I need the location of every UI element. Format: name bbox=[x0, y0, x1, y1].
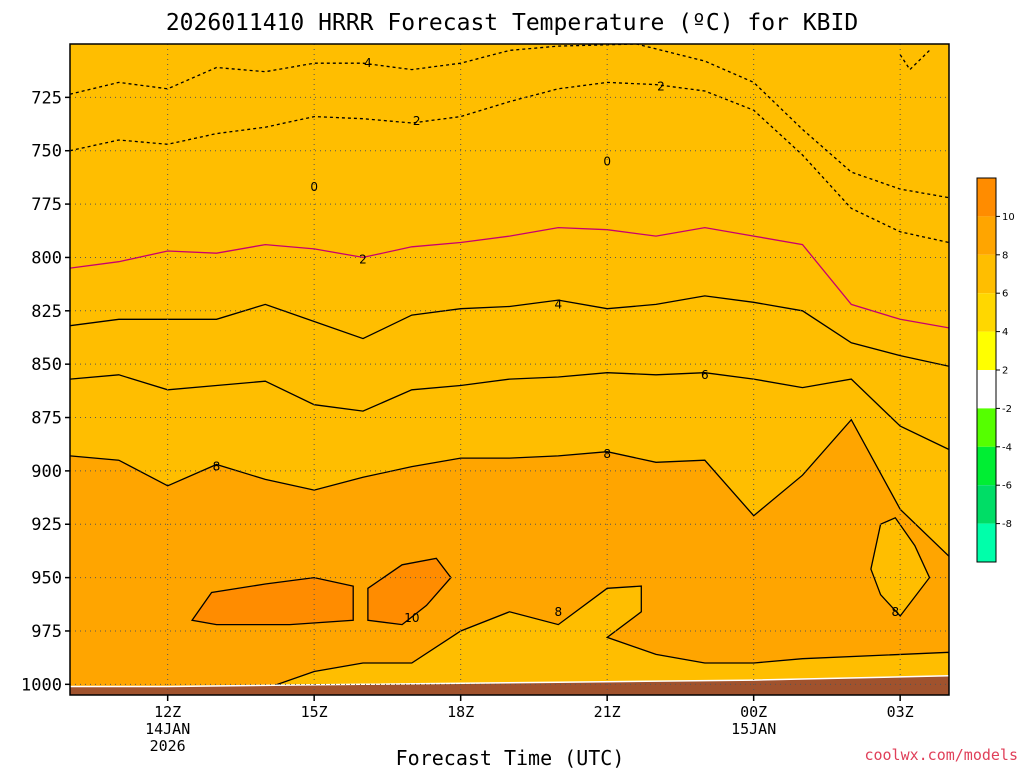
colorbar-swatch bbox=[977, 293, 996, 332]
contour-labels: 4 2 2 0 0 2 4 6 8 8 10 8 8 bbox=[213, 56, 899, 625]
colorbar-swatch bbox=[977, 523, 996, 562]
colorbar-label: 10 bbox=[1002, 212, 1015, 223]
y-axis: 725 750 775 800 825 850 875 900 925 950 975 1000 bbox=[21, 88, 70, 695]
x-tick-label: 15JAN bbox=[731, 720, 776, 738]
colorbar: 10 8 6 4 2 -2 -4 -6 -8 bbox=[976, 177, 1015, 563]
x-tick-label: 2026 bbox=[150, 737, 186, 755]
chart-title: 2026011410 HRRR Forecast Temperature (ºC… bbox=[166, 10, 858, 36]
colorbar-label: -8 bbox=[1002, 519, 1012, 530]
contour-label: 8 bbox=[213, 460, 221, 474]
contour-label: 4 bbox=[364, 56, 372, 70]
plot-area bbox=[70, 44, 949, 695]
colorbar-swatch bbox=[977, 370, 996, 409]
plot-frame bbox=[69, 43, 950, 696]
contour-label: 0 bbox=[310, 180, 318, 194]
colorbar-swatch bbox=[977, 446, 996, 486]
y-tick-label: 800 bbox=[31, 248, 62, 268]
y-tick-label: 850 bbox=[31, 355, 62, 375]
x-tick-label: 14JAN bbox=[145, 720, 190, 738]
y-tick-label: 775 bbox=[31, 195, 62, 215]
colorbar-label: -4 bbox=[1002, 442, 1012, 453]
contour-line bbox=[899, 49, 930, 71]
contour-label: 8 bbox=[603, 447, 611, 461]
contour-label: 2 bbox=[359, 253, 367, 267]
y-tick-label: 925 bbox=[31, 515, 62, 535]
colorbar-label: 2 bbox=[1002, 366, 1008, 377]
colorbar-swatch bbox=[977, 485, 996, 524]
band-6to8 bbox=[70, 44, 949, 557]
contour-label: 2 bbox=[657, 80, 665, 94]
y-tick-label: 750 bbox=[31, 142, 62, 162]
contour-line bbox=[70, 226, 949, 329]
contour-label: 4 bbox=[555, 297, 563, 311]
y-tick-label: 1000 bbox=[21, 675, 62, 695]
credit-text: coolwx.com/models bbox=[864, 746, 1018, 764]
contour-region-10 bbox=[367, 557, 452, 626]
x-tick-label: 12Z bbox=[154, 703, 181, 721]
colorbar-label: 8 bbox=[1002, 250, 1008, 261]
y-tick-label: 825 bbox=[31, 302, 62, 322]
colorbar-label: 6 bbox=[1002, 289, 1008, 300]
colorbar-swatch bbox=[977, 216, 996, 255]
colorbar-label: -6 bbox=[1002, 481, 1012, 492]
y-tick-label: 975 bbox=[31, 622, 62, 642]
colorbar-label: 4 bbox=[1002, 327, 1008, 338]
x-axis-title: Forecast Time (UTC) bbox=[396, 746, 625, 768]
contour-label: 2 bbox=[413, 114, 421, 128]
contour-line bbox=[70, 81, 949, 244]
contour-line bbox=[70, 295, 949, 367]
contour-label: 10 bbox=[404, 611, 419, 625]
x-tick-label: 00Z bbox=[740, 703, 767, 721]
colorbar-swatch bbox=[977, 178, 996, 217]
contour-label: 6 bbox=[701, 368, 709, 382]
contour-label: 0 bbox=[603, 154, 611, 168]
y-tick-label: 900 bbox=[31, 462, 62, 482]
x-tick-label: 21Z bbox=[594, 703, 621, 721]
x-tick-label: 18Z bbox=[447, 703, 474, 721]
colorbar-swatch bbox=[977, 331, 996, 370]
ground-line bbox=[70, 675, 949, 688]
y-tick-label: 725 bbox=[31, 88, 62, 108]
contour-label: 8 bbox=[555, 605, 563, 619]
y-tick-label: 950 bbox=[31, 569, 62, 589]
y-tick-label: 875 bbox=[31, 409, 62, 429]
x-tick-label: 03Z bbox=[887, 703, 914, 721]
contour-label: 8 bbox=[891, 605, 899, 619]
colorbar-swatch bbox=[977, 254, 996, 294]
contour-line bbox=[70, 418, 949, 557]
contour-region-8 bbox=[870, 516, 931, 618]
contour-line bbox=[70, 372, 949, 451]
x-tick-label: 15Z bbox=[301, 703, 328, 721]
contour-region-10 bbox=[190, 576, 354, 626]
colorbar-label: -2 bbox=[1002, 404, 1012, 415]
grid-lines bbox=[70, 44, 949, 695]
colorbar-swatch bbox=[977, 408, 996, 447]
contour-region-8 bbox=[70, 585, 949, 694]
